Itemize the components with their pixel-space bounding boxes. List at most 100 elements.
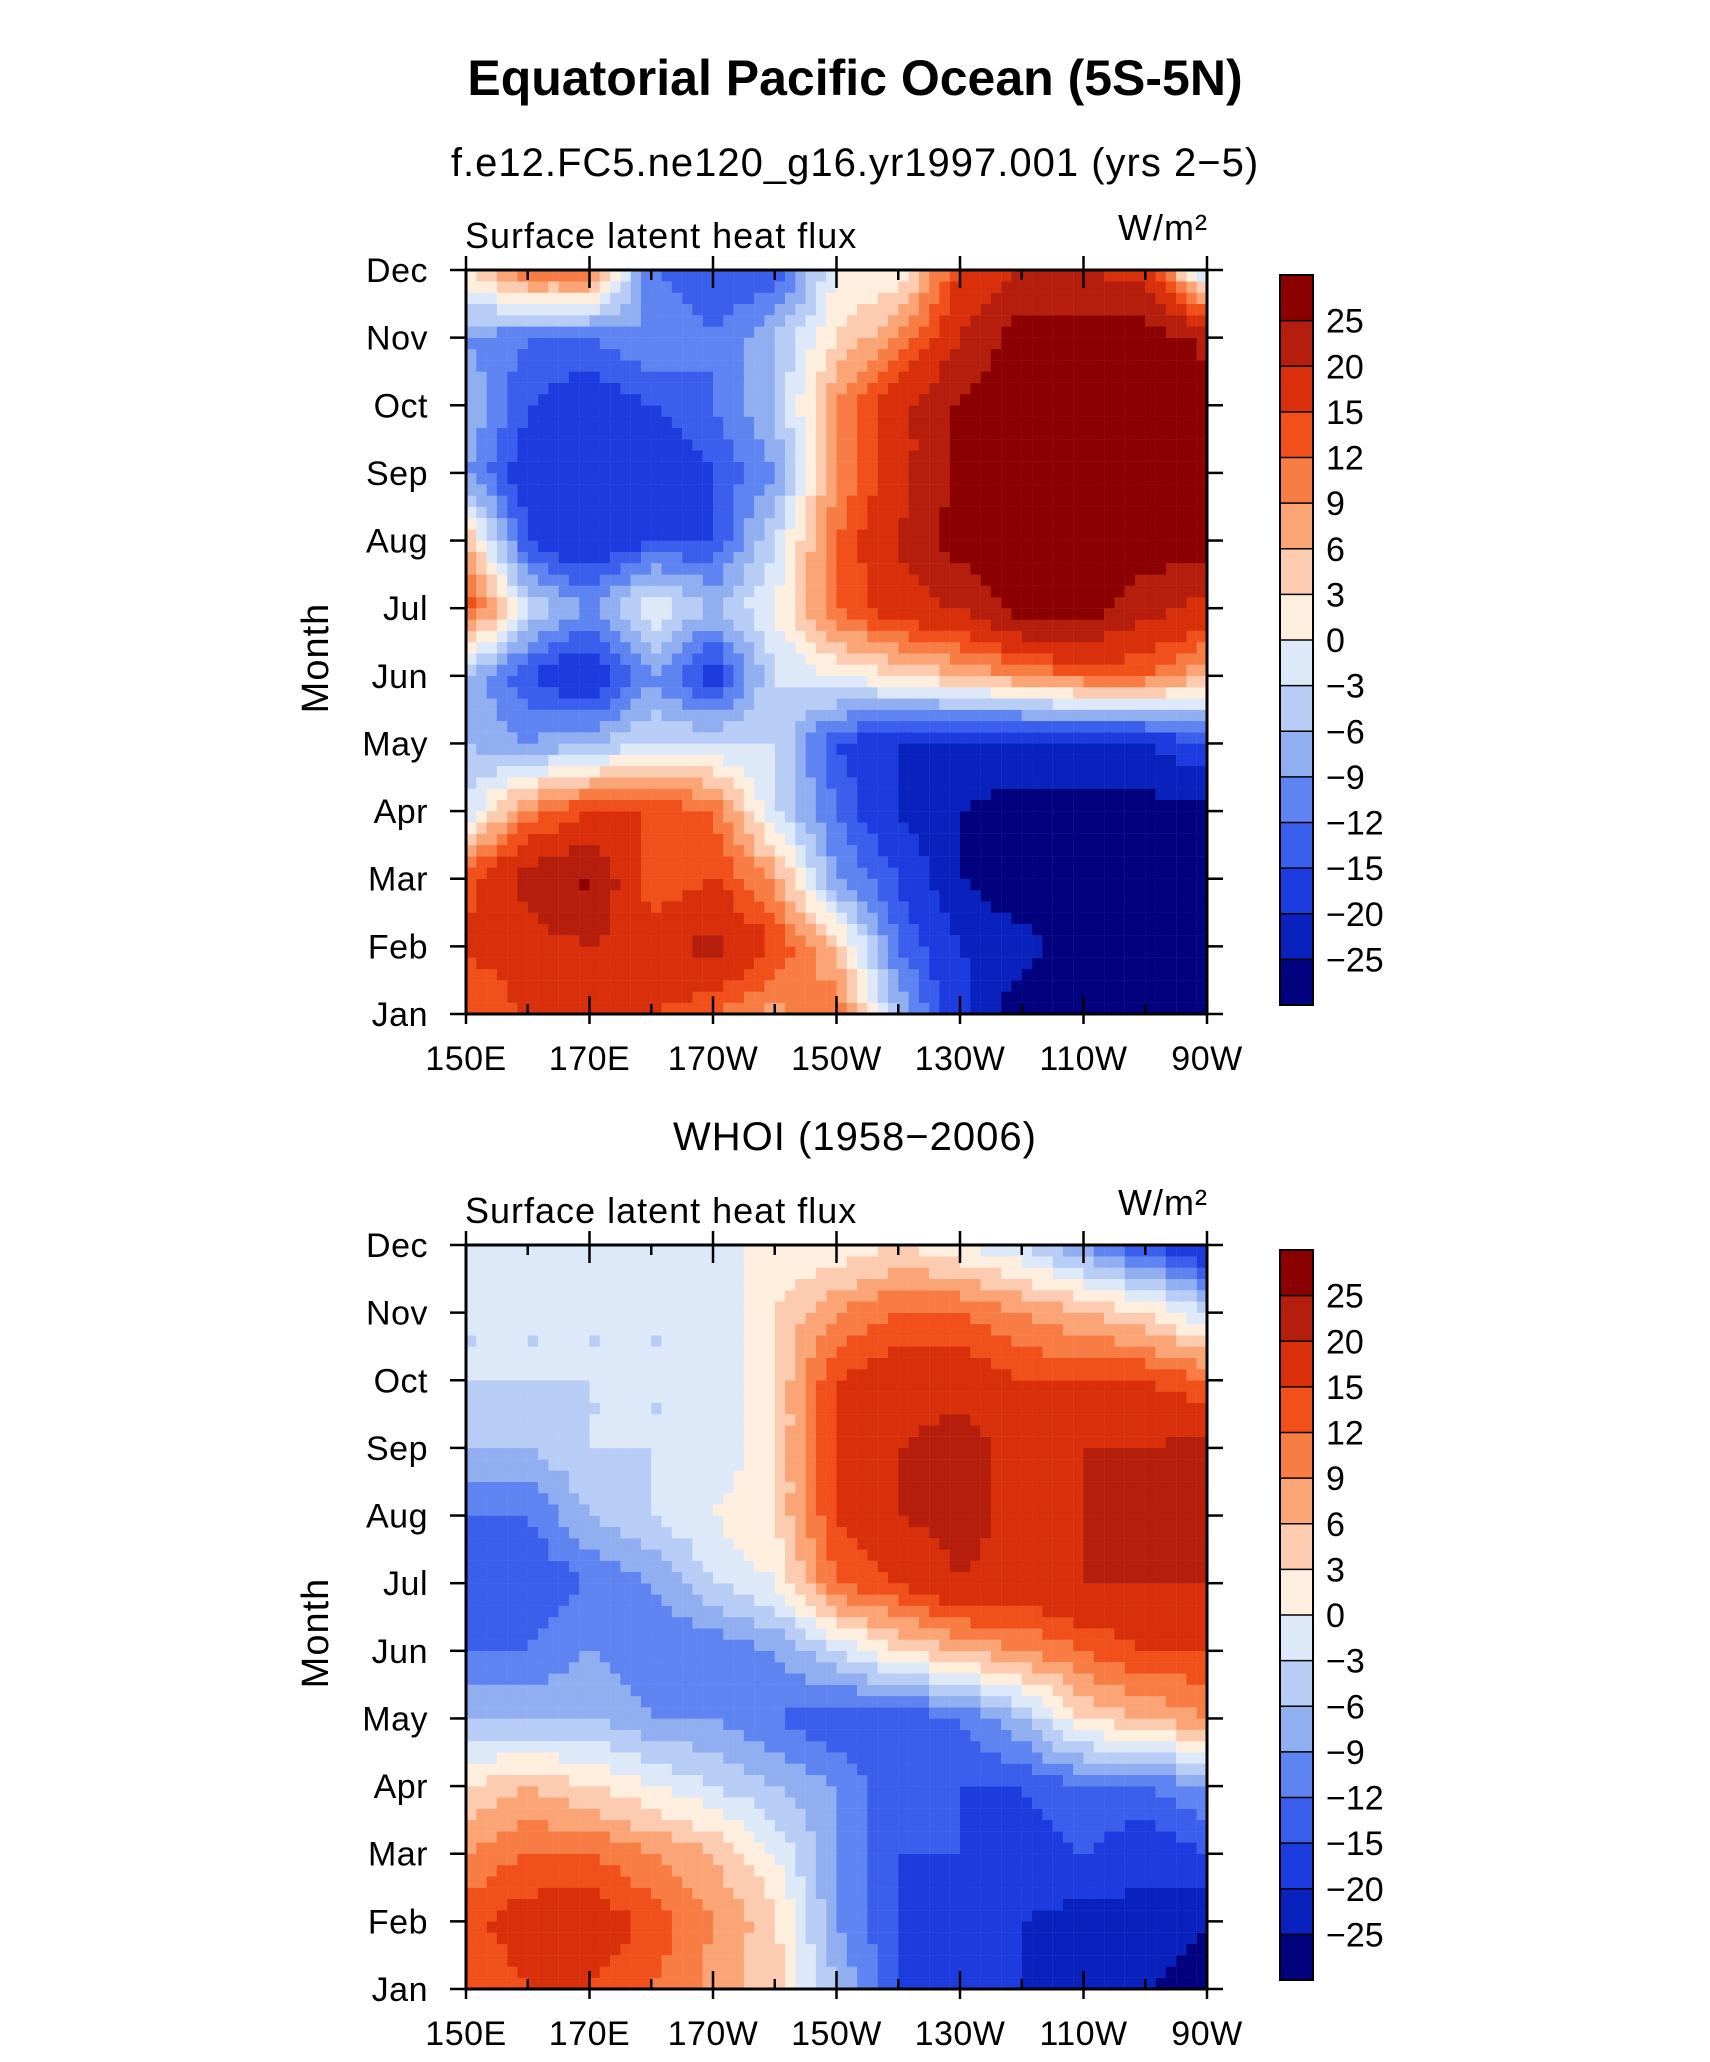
field-cell bbox=[507, 777, 518, 789]
field-cell bbox=[1021, 946, 1033, 958]
field-cell bbox=[527, 687, 539, 699]
field-cell bbox=[568, 788, 580, 801]
field-cell bbox=[743, 540, 755, 553]
field-cell bbox=[589, 596, 600, 609]
field-cell bbox=[805, 608, 817, 620]
field-cell bbox=[630, 867, 642, 879]
field-cell bbox=[929, 766, 940, 778]
field-cell bbox=[1042, 315, 1053, 327]
field-cell bbox=[846, 754, 858, 767]
field-cell bbox=[496, 1932, 508, 1945]
field-cell bbox=[1104, 653, 1115, 665]
field-cell bbox=[929, 709, 940, 722]
field-cell bbox=[1011, 856, 1022, 868]
field-cell bbox=[949, 281, 961, 293]
field-cell bbox=[620, 811, 631, 823]
field-cell bbox=[1124, 574, 1136, 586]
field-cell bbox=[743, 833, 755, 846]
field-cell bbox=[1104, 1002, 1115, 1014]
field-cell bbox=[949, 337, 961, 350]
field-cell bbox=[1186, 901, 1197, 913]
field-cell bbox=[486, 856, 498, 868]
field-cell bbox=[929, 901, 940, 913]
field-cell bbox=[898, 664, 909, 677]
field-cell bbox=[568, 574, 580, 586]
field-cell bbox=[527, 518, 539, 530]
field-cell bbox=[496, 619, 508, 631]
field-cell bbox=[1114, 563, 1125, 575]
field-cell bbox=[1114, 912, 1125, 925]
field-cell bbox=[990, 596, 1002, 609]
field-cell bbox=[702, 935, 714, 947]
field-cell bbox=[620, 980, 631, 992]
field-cell bbox=[1176, 980, 1187, 992]
field-cell bbox=[918, 495, 930, 507]
field-cell bbox=[538, 506, 549, 519]
field-cell bbox=[620, 1977, 631, 1989]
field-cell bbox=[1001, 822, 1012, 834]
field-cell bbox=[651, 427, 662, 440]
field-cell bbox=[774, 360, 786, 372]
field-cell bbox=[970, 653, 981, 665]
field-cell bbox=[1042, 472, 1053, 485]
field-cell bbox=[507, 427, 518, 440]
field-cell bbox=[599, 484, 611, 496]
field-cell bbox=[929, 551, 940, 564]
field-cell bbox=[877, 946, 889, 958]
field-cell bbox=[548, 1932, 559, 1945]
field-cell bbox=[610, 371, 621, 383]
field-cell bbox=[795, 968, 806, 981]
field-cell bbox=[1114, 833, 1125, 846]
field-cell bbox=[1021, 303, 1033, 316]
field-cell bbox=[754, 743, 765, 755]
field-cell bbox=[949, 788, 961, 801]
field-cell bbox=[682, 495, 693, 507]
field-cell bbox=[713, 472, 724, 485]
field-cell bbox=[548, 698, 559, 710]
field-cell bbox=[867, 844, 878, 857]
field-cell bbox=[774, 630, 786, 643]
field-cell bbox=[466, 766, 477, 778]
field-cell bbox=[743, 788, 755, 801]
field-cell bbox=[630, 563, 642, 575]
field-cell bbox=[527, 382, 539, 395]
field-cell bbox=[1124, 495, 1136, 507]
field-cell bbox=[692, 923, 703, 936]
field-cell bbox=[980, 529, 992, 541]
field-cell bbox=[815, 867, 827, 879]
field-cell bbox=[496, 687, 508, 699]
field-cell bbox=[1052, 709, 1064, 722]
field-cell bbox=[1073, 923, 1084, 936]
field-cell bbox=[918, 799, 930, 812]
field-cell bbox=[517, 777, 528, 789]
field-cell bbox=[785, 788, 796, 801]
field-cell bbox=[1134, 518, 1146, 530]
field-cell bbox=[949, 833, 961, 846]
field-cell bbox=[1001, 585, 1012, 598]
field-cell bbox=[466, 698, 477, 710]
field-cell bbox=[1093, 326, 1105, 338]
field-cell bbox=[568, 394, 580, 406]
field-cell bbox=[908, 518, 920, 530]
colorbar-label: −9 bbox=[1326, 759, 1365, 797]
field-cell bbox=[1176, 935, 1187, 947]
field-cell bbox=[1052, 450, 1064, 462]
field-cell bbox=[496, 946, 508, 958]
field-cell bbox=[671, 292, 683, 305]
field-cell bbox=[517, 529, 528, 541]
field-cell bbox=[939, 495, 950, 507]
field-cell bbox=[1052, 878, 1064, 891]
field-cell bbox=[1083, 642, 1094, 654]
field-cell bbox=[1165, 698, 1177, 710]
field-cell bbox=[651, 698, 662, 710]
field-cell bbox=[517, 856, 528, 868]
field-cell bbox=[661, 326, 673, 338]
field-cell bbox=[723, 844, 734, 857]
field-cell bbox=[970, 901, 981, 913]
field-cell bbox=[651, 472, 662, 485]
field-cell bbox=[980, 653, 992, 665]
field-cell bbox=[1104, 405, 1115, 417]
field-cell bbox=[1114, 675, 1125, 688]
field-cell bbox=[939, 405, 950, 417]
field-cell bbox=[1165, 788, 1177, 801]
